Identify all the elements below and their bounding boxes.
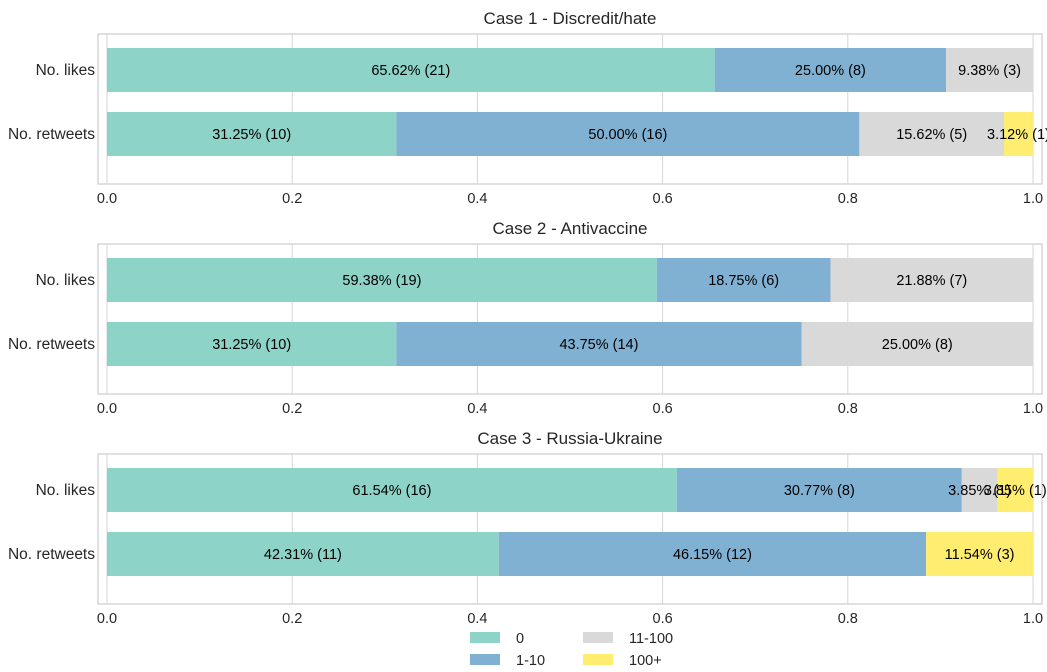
bar-segment-0 — [107, 532, 499, 576]
bar-segment-label: 25.00% (8) — [795, 63, 866, 79]
legend-swatch-0 — [470, 632, 500, 643]
bar-segment-label: 3.85% (1) — [948, 483, 1011, 499]
x-tick-label: 0.6 — [653, 191, 673, 207]
bar-segment-label: 3.85% (1) — [984, 483, 1047, 499]
bar-segment-label: 18.75% (6) — [708, 273, 779, 289]
x-tick-label: 0.2 — [282, 191, 302, 207]
bar-segment-1-10 — [396, 322, 802, 366]
y-category-label: No. retweets — [8, 546, 95, 563]
x-tick-label: 0.8 — [838, 191, 858, 207]
bar-segment-1-10 — [396, 112, 860, 156]
bar-segment-label: 46.15% (12) — [673, 547, 752, 563]
x-tick-label: 0.8 — [838, 611, 858, 627]
bar-segment-label: 65.62% (21) — [371, 63, 450, 79]
bar-segment-label: 25.00% (8) — [882, 337, 953, 353]
bar-segment-label: 31.25% (10) — [212, 127, 291, 143]
x-tick-label: 1.0 — [1023, 401, 1043, 417]
bar-segment-100+ — [997, 468, 1034, 512]
panel-title: Case 2 - Antivaccine — [493, 219, 648, 238]
x-tick-label: 0.4 — [467, 611, 487, 627]
legend-label: 11-100 — [629, 631, 673, 647]
bar-segment-1-10 — [676, 468, 962, 512]
bar-segment-0 — [107, 322, 397, 366]
legend-label: 100+ — [629, 653, 662, 669]
bar-segment-label: 61.54% (16) — [352, 483, 431, 499]
x-tick-label: 0.6 — [653, 401, 673, 417]
bar-segment-11-100 — [859, 112, 1005, 156]
bar-segment-label: 9.38% (3) — [958, 63, 1021, 79]
bar-segment-0 — [107, 48, 715, 92]
x-tick-label: 0.4 — [467, 401, 487, 417]
legend-swatch-1-10 — [470, 654, 500, 665]
legend-swatch-11-100 — [583, 632, 613, 643]
panel-title: Case 1 - Discredit/hate — [484, 9, 657, 28]
y-category-label: No. likes — [36, 482, 96, 499]
bar-segment-1-10 — [714, 48, 947, 92]
y-category-label: No. likes — [36, 272, 96, 289]
bar-segment-label: 31.25% (10) — [212, 337, 291, 353]
x-tick-label: 0.6 — [653, 611, 673, 627]
bar-segment-0 — [107, 468, 677, 512]
bar-segment-11-100 — [946, 48, 1033, 92]
bar-segment-label: 21.88% (7) — [896, 273, 967, 289]
bar-segment-11-100 — [801, 322, 1033, 366]
x-tick-label: 0.0 — [97, 611, 117, 627]
bar-segment-label: 3.12% (1) — [987, 127, 1047, 143]
bar-segment-1-10 — [498, 532, 927, 576]
bar-segment-label: 11.54% (3) — [945, 547, 1015, 563]
bar-segment-0 — [107, 112, 397, 156]
bar-segment-0 — [107, 258, 657, 302]
bar-segment-100+ — [1004, 112, 1033, 156]
x-tick-label: 0.0 — [97, 401, 117, 417]
y-category-label: No. likes — [36, 62, 96, 79]
bar-segment-1-10 — [656, 258, 831, 302]
x-tick-label: 1.0 — [1023, 611, 1043, 627]
bar-segment-label: 15.62% (5) — [896, 127, 967, 143]
x-tick-label: 0.8 — [838, 401, 858, 417]
bar-segment-11-100 — [830, 258, 1034, 302]
y-category-label: No. retweets — [8, 336, 95, 353]
x-tick-label: 0.2 — [282, 611, 302, 627]
x-tick-label: 0.0 — [97, 191, 117, 207]
bar-segment-11-100 — [961, 468, 998, 512]
bar-segment-label: 43.75% (14) — [559, 337, 638, 353]
legend: 0 1-10 11-100 100+ — [470, 631, 673, 669]
bar-segment-label: 50.00% (16) — [588, 127, 667, 143]
bar-segment-100+ — [926, 532, 1033, 576]
x-tick-label: 1.0 — [1023, 191, 1043, 207]
legend-label: 1-10 — [516, 653, 545, 669]
bar-segment-label: 42.31% (11) — [264, 547, 342, 563]
x-tick-label: 0.2 — [282, 401, 302, 417]
chart-panel-3: Case 3 - Russia-Ukraine 61.54% (16) 30.77%… — [8, 429, 1047, 627]
bar-segment-label: 59.38% (19) — [342, 273, 421, 289]
chart-panel-2: Case 2 - Antivaccine 59.38% (19) 18.75% (6… — [8, 219, 1043, 417]
bar-segment-label: 30.77% (8) — [784, 483, 855, 499]
panel-title: Case 3 - Russia-Ukraine — [477, 429, 662, 448]
legend-swatch-100+ — [583, 654, 613, 665]
legend-label: 0 — [516, 631, 524, 647]
x-tick-label: 0.4 — [467, 191, 487, 207]
y-category-label: No. retweets — [8, 126, 95, 143]
chart-panel-1: Case 1 - Discredit/hate 65.62% (21) 25.00%… — [8, 9, 1047, 207]
